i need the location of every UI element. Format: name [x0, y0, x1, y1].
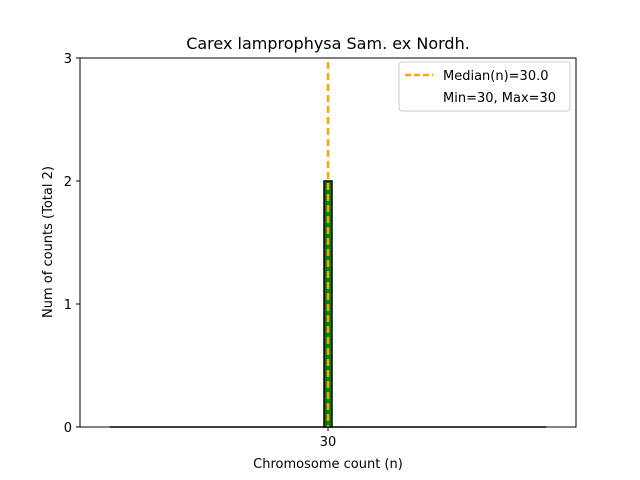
y-tick-label-0: 0 — [64, 421, 72, 436]
x-axis-label: Chromosome count (n) — [253, 457, 403, 472]
y-axis-label: Num of counts (Total 2) — [41, 166, 56, 318]
x-tick-label-0: 30 — [320, 435, 337, 450]
legend-box — [398, 61, 571, 112]
y-tick-label-3: 3 — [64, 52, 72, 67]
legend-median-label: Median(n)=30.0 — [443, 69, 549, 84]
y-axis: 0 1 2 3 — [64, 52, 80, 436]
x-axis: 30 — [320, 427, 337, 450]
legend: Median(n)=30.0 Min=30, Max=30 — [398, 61, 571, 112]
chart-title: Carex lamprophysa Sam. ex Nordh. — [186, 34, 470, 53]
y-tick-label-2: 2 — [64, 175, 72, 190]
y-tick-label-1: 1 — [64, 298, 72, 313]
legend-minmax-label: Min=30, Max=30 — [443, 91, 556, 106]
